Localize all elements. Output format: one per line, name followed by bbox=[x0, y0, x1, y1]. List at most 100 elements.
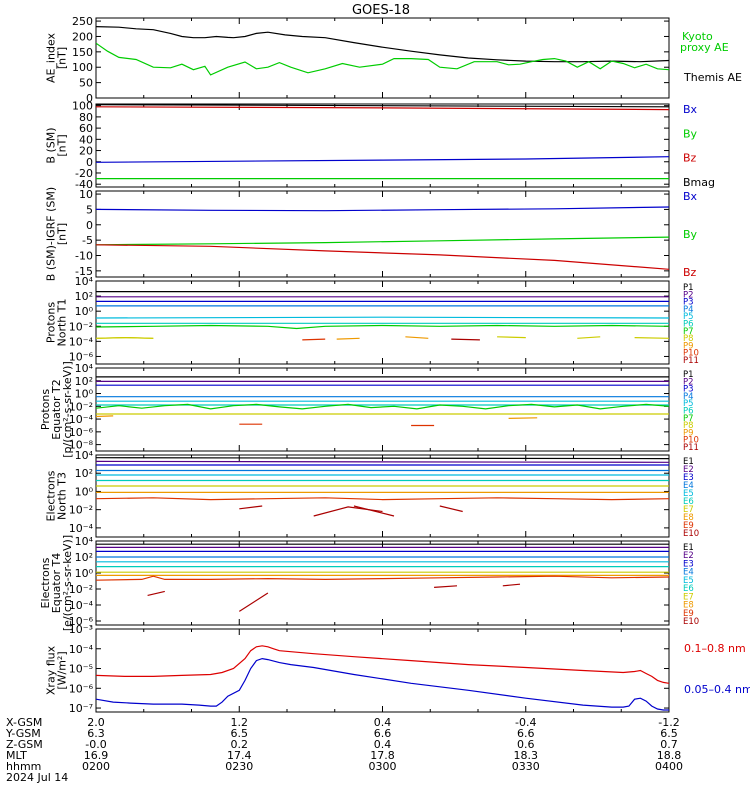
panel-lines bbox=[96, 104, 669, 180]
y-tick-label: 250 bbox=[72, 15, 93, 28]
legend-entry: P9 bbox=[683, 341, 694, 351]
legend-entry: P7 bbox=[683, 414, 694, 424]
legend-entry: E6 bbox=[683, 497, 694, 507]
y-tick-label: 50 bbox=[79, 77, 93, 90]
legend-entry: P10 bbox=[683, 349, 699, 359]
panel-frame bbox=[95, 280, 670, 365]
date-label: 2024 Jul 14 bbox=[6, 771, 68, 784]
legend-entry: P6 bbox=[683, 407, 694, 417]
legend-entry: By bbox=[683, 127, 698, 140]
panel-lines bbox=[96, 645, 669, 711]
x-axis-value: 2.0 bbox=[87, 716, 105, 729]
y-tick-label: 10⁻⁶ bbox=[69, 682, 94, 695]
y-axis-label: Equator T4 bbox=[50, 553, 63, 613]
legend-entry: P9 bbox=[683, 428, 694, 438]
legend-entry: E7 bbox=[683, 505, 694, 515]
y-tick-label: 0 bbox=[86, 219, 93, 232]
y-tick-label: 10⁻⁸ bbox=[69, 439, 94, 452]
legend-entry: By bbox=[683, 228, 698, 241]
series-line-themis-ae bbox=[96, 26, 669, 63]
y-tick-label: 10² bbox=[75, 551, 93, 564]
x-axis-value: 18.3 bbox=[514, 749, 539, 762]
legend-entry: P11 bbox=[683, 443, 699, 453]
y-tick-label: 10⁻⁷ bbox=[69, 702, 93, 715]
legend-entry: E9 bbox=[683, 609, 694, 619]
panel-frame bbox=[95, 367, 670, 452]
legend-entry: E4 bbox=[683, 481, 694, 491]
series-line-bmag bbox=[96, 104, 669, 108]
y-axis-label: Electrons bbox=[45, 470, 58, 521]
panel-lines bbox=[96, 206, 669, 270]
panel-lines bbox=[96, 543, 669, 612]
y-tick-label: 200 bbox=[72, 30, 93, 43]
y-tick-label: 80 bbox=[79, 111, 93, 124]
y-axis-label: [p/(cm²-s-sr-keV)] bbox=[61, 361, 74, 458]
x-axis-value: 17.4 bbox=[227, 749, 252, 762]
y-tick-label: 100 bbox=[72, 100, 93, 113]
legend-entry: P8 bbox=[683, 334, 694, 344]
x-axis-value: 0400 bbox=[655, 760, 683, 773]
x-axis-value: 16.9 bbox=[84, 749, 109, 762]
x-axis-row-label: Z-GSM bbox=[6, 738, 43, 751]
legend-entry: P1 bbox=[683, 283, 694, 293]
plot-title: GOES-18 bbox=[352, 3, 410, 18]
x-axis-row-label: Y-GSM bbox=[5, 727, 41, 740]
x-axis-value: 6.3 bbox=[87, 727, 105, 740]
legend-entry: P4 bbox=[683, 392, 694, 402]
x-axis-value: 0200 bbox=[82, 760, 110, 773]
x-axis-value: -0.0 bbox=[85, 738, 106, 751]
legend-entry: E8 bbox=[683, 513, 694, 523]
legend-entry: 0.05–0.4 nm bbox=[684, 683, 750, 696]
legend-entry: P2 bbox=[683, 377, 694, 387]
panel-frame bbox=[95, 190, 670, 278]
legend-entry: P3 bbox=[683, 385, 694, 395]
x-axis-value: 0.4 bbox=[374, 716, 392, 729]
legend-entry: Bx bbox=[683, 190, 698, 203]
series-line-0-05-0-4-nm bbox=[96, 657, 669, 711]
y-tick-label: 10² bbox=[75, 375, 93, 388]
legend-entry: P11 bbox=[683, 356, 699, 366]
legend-entry: E1 bbox=[683, 543, 694, 553]
legend-entry: Themis AE bbox=[683, 71, 742, 84]
y-tick-label: 10⁰ bbox=[75, 485, 94, 498]
series-fragment-e10 bbox=[238, 592, 269, 612]
series-fragment-p9 bbox=[405, 336, 429, 339]
legend-entry: E6 bbox=[683, 584, 694, 594]
y-tick-label: 10⁻⁶ bbox=[69, 426, 94, 439]
y-tick-label: 10⁻³ bbox=[69, 623, 93, 636]
legend-entry: P6 bbox=[683, 320, 694, 330]
y-axis-label: Xray flux bbox=[45, 645, 58, 695]
panel-frame bbox=[95, 17, 670, 99]
series-fragment-e10 bbox=[502, 583, 521, 587]
x-axis-value: 0.6 bbox=[517, 738, 535, 751]
series-fragment-e10 bbox=[147, 590, 165, 596]
x-axis-value: -1.2 bbox=[658, 716, 679, 729]
legend-entry: E5 bbox=[683, 489, 694, 499]
y-tick-label: 10⁻² bbox=[69, 400, 93, 413]
x-axis-value: 1.2 bbox=[231, 716, 249, 729]
y-tick-label: 150 bbox=[72, 46, 93, 59]
legend-entry: proxy AE bbox=[680, 41, 729, 54]
legend-entry: P2 bbox=[683, 290, 694, 300]
legend-entry: E5 bbox=[683, 576, 694, 586]
legend-entry: Bmag bbox=[683, 176, 715, 189]
x-axis-row-label: MLT bbox=[6, 749, 27, 762]
y-axis-label: [e/(cm²-s-sr-keV)] bbox=[61, 535, 74, 631]
y-tick-label: 0 bbox=[86, 156, 93, 169]
x-axis-value: 6.5 bbox=[231, 727, 249, 740]
series-line-bx bbox=[96, 206, 669, 212]
series-line-e9 bbox=[96, 497, 669, 501]
y-tick-label: 10⁻² bbox=[69, 583, 93, 596]
legend-entry: Kyoto bbox=[682, 30, 713, 43]
x-axis-value: 0330 bbox=[512, 760, 540, 773]
legend-entry: P7 bbox=[683, 327, 694, 337]
y-tick-label: 10⁻² bbox=[69, 320, 93, 333]
y-axis-label: [W/m²] bbox=[56, 651, 69, 689]
x-axis-row-label: X-GSM bbox=[6, 716, 42, 729]
legend-entry: E3 bbox=[683, 473, 694, 483]
x-axis-value: 6.6 bbox=[517, 727, 535, 740]
y-tick-label: 10⁴ bbox=[75, 535, 94, 548]
x-axis-value: 0300 bbox=[369, 760, 397, 773]
